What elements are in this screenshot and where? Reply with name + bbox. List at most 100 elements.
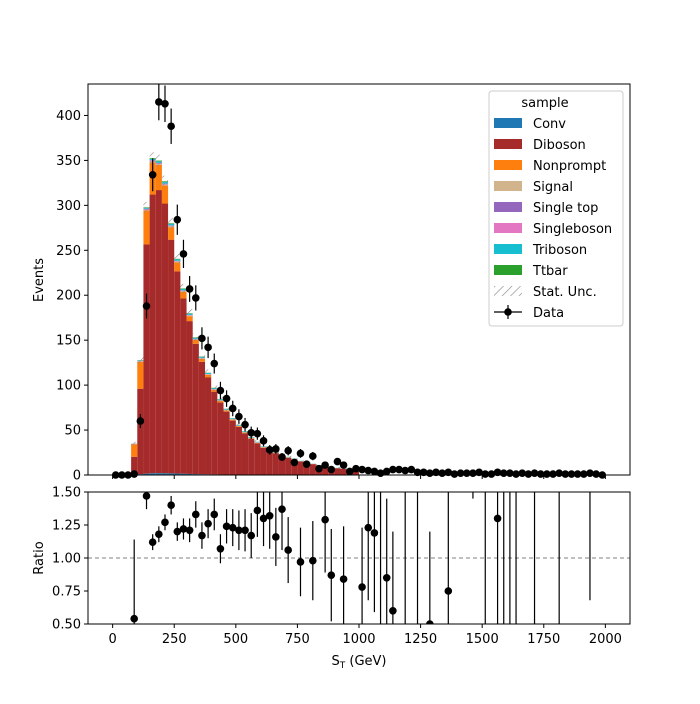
ratio-point [254, 507, 262, 515]
data-point [180, 250, 188, 258]
data-point [309, 452, 317, 460]
x-tick-label: 250 [162, 632, 187, 647]
bar-diboson [273, 453, 279, 475]
y-tick-label: 100 [56, 379, 81, 394]
legend: sample Conv Diboson Nonprompt Signal Single t… [489, 91, 623, 326]
bar-diboson [217, 403, 223, 475]
bar-diboson [193, 344, 199, 474]
stat-unc-bin [211, 385, 217, 391]
legend-title: sample [521, 96, 568, 111]
data-point [254, 430, 262, 438]
bar-nonprompt [137, 362, 143, 389]
data-point [272, 445, 280, 453]
ratio-point [358, 583, 366, 591]
bar-diboson [224, 412, 230, 475]
data-point [149, 171, 157, 179]
bar-nonprompt [168, 227, 174, 240]
stat-unc-bin [230, 416, 236, 421]
legend-label: Single top [533, 201, 598, 216]
bar-diboson [230, 421, 236, 475]
data-point [130, 470, 138, 478]
legend-swatch [494, 244, 522, 254]
ratio-point [383, 574, 391, 582]
ratio-point [192, 511, 200, 519]
stat-unc-bin [205, 369, 211, 376]
data-point [260, 437, 268, 445]
legend-label: Diboson [533, 138, 586, 153]
ratio-y-tick-label: 0.75 [52, 585, 81, 600]
stat-unc-bin [143, 202, 149, 213]
x-tick-label: 2000 [589, 632, 622, 647]
x-axis-title: ST (GeV) [331, 654, 386, 671]
ratio-point [494, 515, 502, 523]
ratio-point [278, 505, 286, 513]
stat-unc-bin [162, 176, 168, 187]
ratio-point [204, 520, 212, 528]
stat-unc-bin [156, 155, 162, 167]
bar-diboson [199, 362, 205, 474]
data-point [186, 285, 194, 293]
bar-diboson [168, 240, 174, 474]
y-tick-label: 0 [73, 469, 81, 484]
y-tick-label: 250 [56, 244, 81, 259]
stat-unc-bin [131, 442, 137, 446]
data-point [167, 122, 175, 130]
ratio-y-tick-label: 0.50 [52, 618, 81, 633]
data-point [204, 344, 212, 352]
bar-diboson [205, 377, 211, 474]
legend-label: Signal [533, 180, 573, 195]
x-tick-label: 1500 [466, 632, 499, 647]
ratio-point [340, 575, 348, 583]
bar-diboson [248, 439, 254, 475]
legend-swatch [494, 223, 522, 233]
bar-nonprompt [143, 210, 149, 244]
data-point [143, 302, 151, 310]
legend-label: Nonprompt [533, 159, 606, 174]
x-tick-label: 750 [285, 632, 310, 647]
bar-diboson [236, 427, 242, 475]
ratio-point [284, 546, 292, 554]
ratio-y-tick-label: 1.00 [52, 552, 81, 567]
x-tick-label: 1250 [404, 632, 437, 647]
bar-diboson [187, 321, 193, 474]
stat-unc-bin [297, 460, 303, 463]
legend-swatch [494, 286, 522, 296]
ratio-point [155, 530, 163, 538]
data-point [192, 294, 200, 302]
bar-diboson [254, 443, 260, 474]
ratio-point [389, 607, 397, 615]
ratio-axis-title: Ratio [32, 541, 47, 574]
bar-diboson [310, 464, 316, 475]
ratio-point [272, 533, 280, 541]
ratio-y-tick-label: 1.25 [52, 519, 81, 534]
data-point [321, 461, 329, 469]
ratio-point [309, 557, 317, 565]
data-point [340, 461, 348, 469]
ratio-point [210, 511, 218, 519]
y-tick-label: 200 [56, 289, 81, 304]
data-point [327, 466, 335, 474]
legend-label: Ttbar [532, 264, 568, 279]
bar-diboson [242, 433, 248, 474]
bar-diboson [285, 458, 291, 475]
bar-nonprompt [162, 186, 168, 204]
ratio-point [327, 571, 335, 579]
y-tick-label: 350 [56, 154, 81, 169]
data-point [291, 459, 299, 467]
legend-data-marker [504, 308, 512, 316]
legend-label: Conv [533, 117, 566, 132]
ratio-point [143, 492, 151, 500]
data-point [284, 447, 292, 455]
legend-swatch [494, 118, 522, 128]
legend-swatch [494, 160, 522, 170]
data-point [223, 395, 231, 403]
data-point [303, 460, 311, 468]
ratio-point [364, 524, 372, 532]
data-point [217, 387, 225, 395]
ratio-point [445, 587, 453, 595]
bar-nonprompt [131, 444, 137, 457]
ratio-point [297, 558, 305, 566]
stat-unc-bin [180, 284, 186, 293]
stat-unc-bin [137, 357, 143, 364]
